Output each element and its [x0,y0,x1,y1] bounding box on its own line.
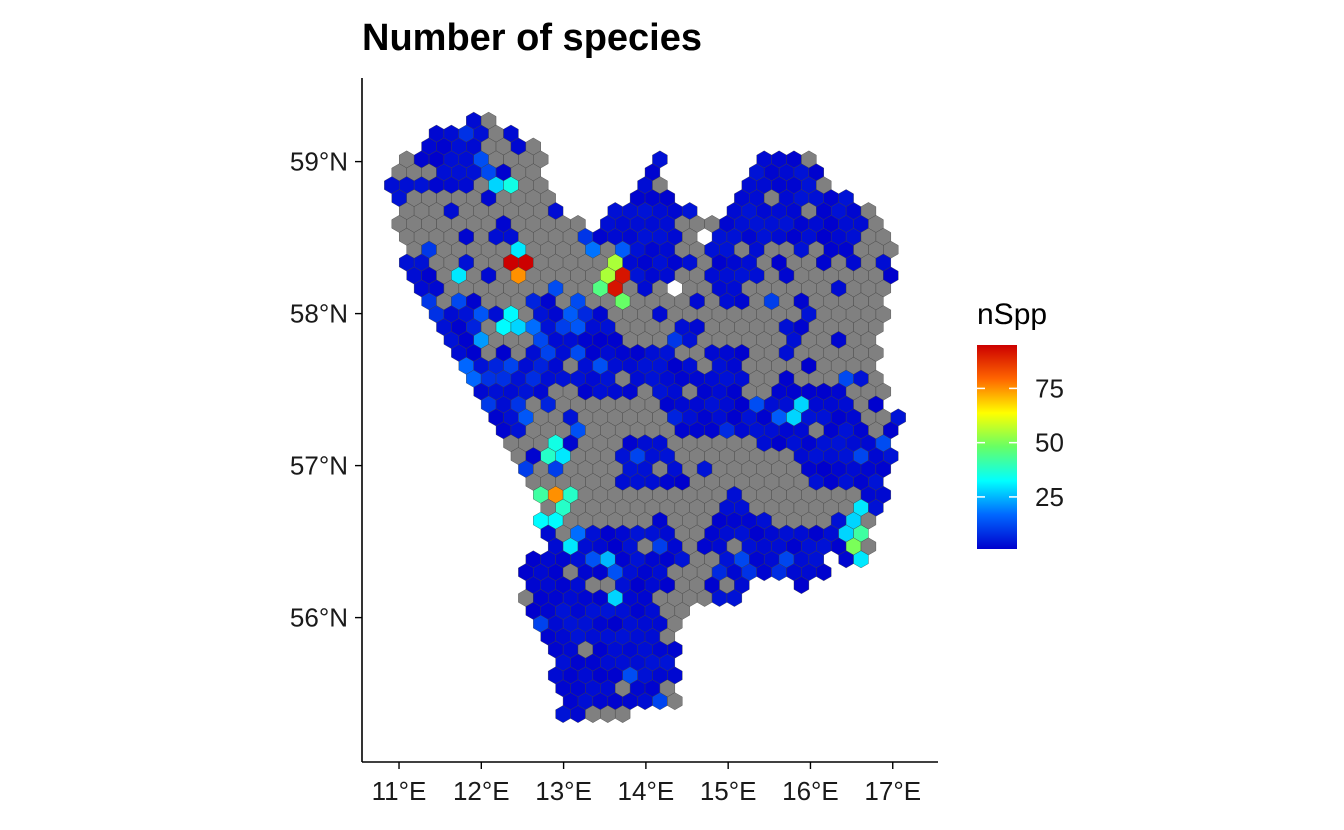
hex-cell [793,576,810,594]
hex-cell [853,550,869,569]
y-tick-label: 56°N [290,603,348,633]
legend-tick-label: 25 [1035,482,1064,512]
x-tick-label: 15°E [700,776,757,806]
hex-cell [667,692,683,711]
hex-cell [816,563,832,582]
y-tick-label: 58°N [290,299,348,329]
y-tick-label: 57°N [290,451,348,481]
chart-title: Number of species [362,17,702,59]
x-tick-label: 11°E [372,776,427,806]
legend: nSpp 25 50 75 [977,298,1064,549]
x-tick-label: 17°E [864,776,921,806]
x-tick-label: 13°E [535,776,592,806]
legend-tick-label: 50 [1035,428,1064,458]
hex-cell [726,589,743,607]
x-axis-ticks: 11°E 12°E 13°E 14°E 15°E 16°E 17°E [372,762,921,806]
legend-tick-label: 75 [1035,373,1064,403]
y-axis-ticks: 56°N 57°N 58°N 59°N [290,147,362,633]
x-tick-label: 16°E [782,776,839,806]
axes: 11°E 12°E 13°E 14°E 15°E 16°E 17°E 56°N 57°N 58°… [290,78,938,806]
x-tick-label: 12°E [453,776,510,806]
legend-title: nSpp [977,298,1047,331]
hex-grid [384,111,906,723]
legend-colorbar [977,345,1017,549]
x-tick-label: 14°E [618,776,675,806]
legend-ticks: 25 50 75 [977,373,1064,512]
hex-cell [615,705,631,723]
y-tick-label: 59°N [290,147,348,177]
